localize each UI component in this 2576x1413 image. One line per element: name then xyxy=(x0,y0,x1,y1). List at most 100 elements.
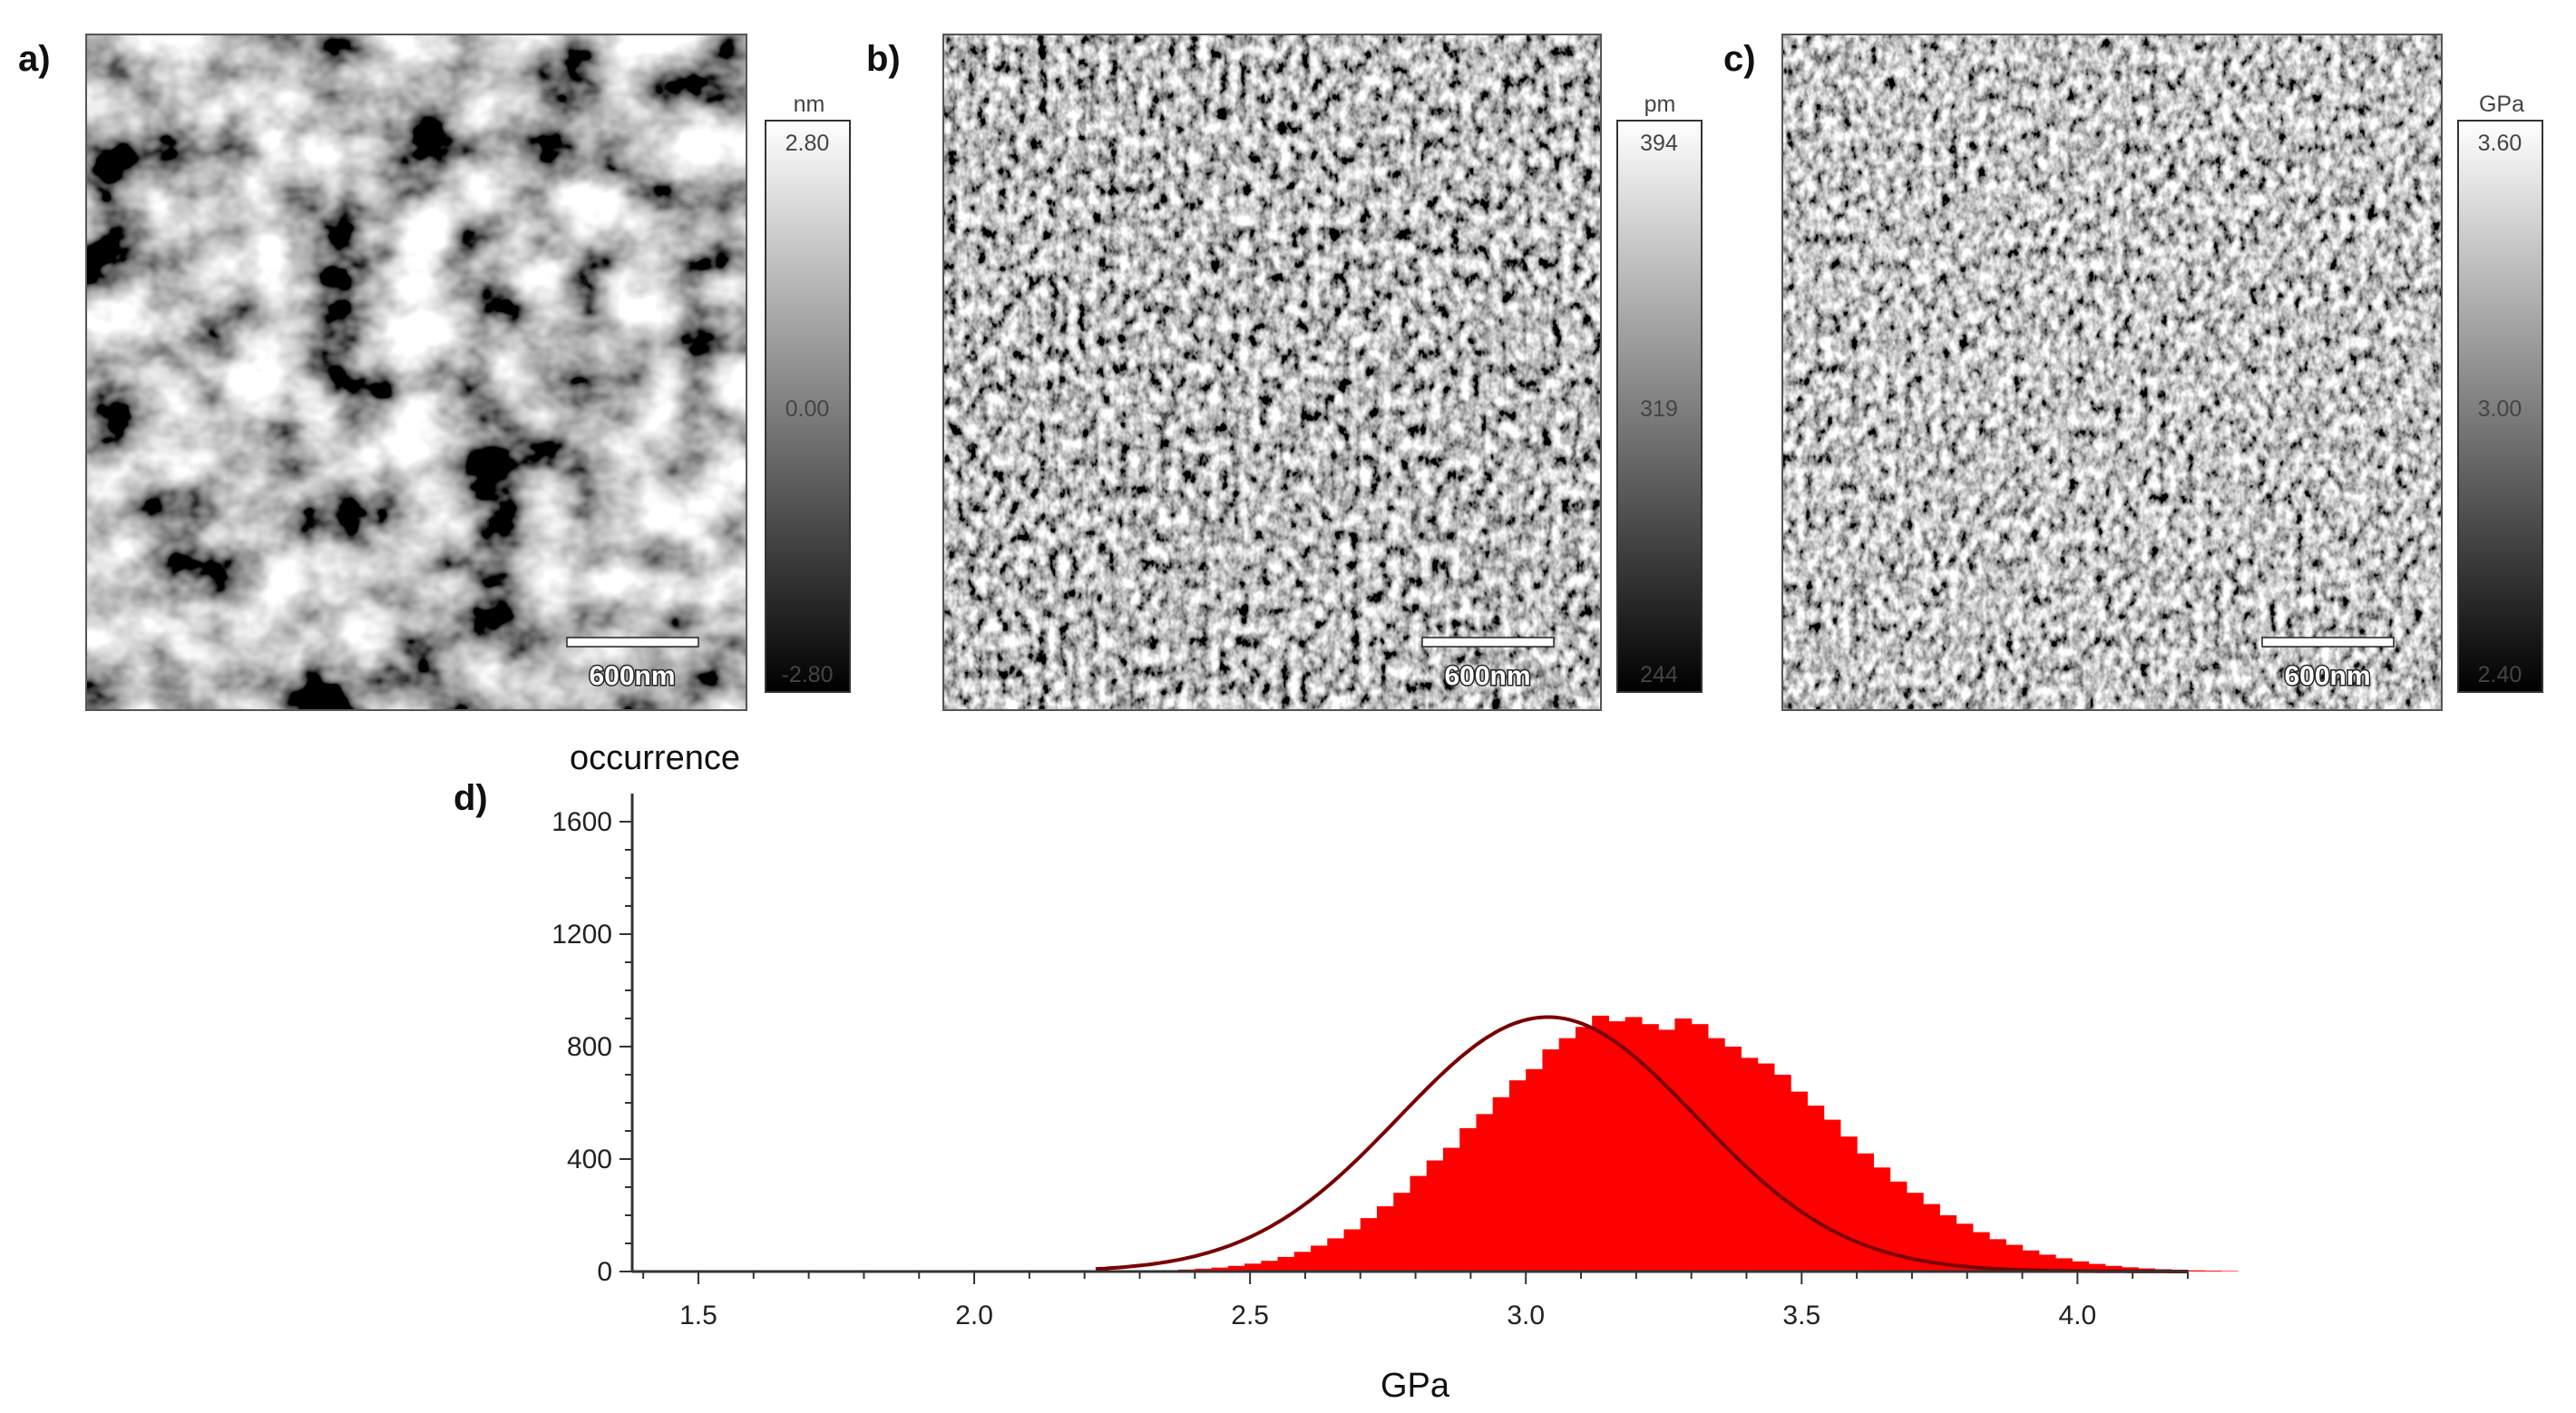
panel-c-colorbar-min: 2.40 xyxy=(2478,662,2522,687)
histogram-bar xyxy=(1410,1175,1428,1272)
panel-c-modulus-image xyxy=(1782,34,2442,710)
panel-b: b) 600nm pm 394 319 244 xyxy=(866,34,1703,711)
histogram-bar xyxy=(1857,1153,1874,1272)
histogram-bar xyxy=(1377,1206,1394,1272)
panel-a-scale-bar xyxy=(566,637,699,648)
histogram-bar xyxy=(1195,1268,1213,1272)
panel-c-scale-bar xyxy=(2261,637,2395,648)
x-tick-label: 2.0 xyxy=(955,1301,993,1330)
y-tick-label: 0 xyxy=(597,1257,612,1287)
histogram-bar xyxy=(1791,1091,1808,1272)
histogram-bar xyxy=(1592,1015,1610,1272)
histogram-bar xyxy=(2005,1244,2024,1272)
histogram-bar xyxy=(1311,1245,1328,1272)
histogram-bar xyxy=(2188,1270,2205,1272)
histogram-bar xyxy=(1956,1223,1974,1272)
histogram-bar xyxy=(1608,1021,1626,1272)
histogram-bar xyxy=(2088,1263,2106,1272)
panel-c-colorbar-max: 3.60 xyxy=(2478,131,2522,156)
x-tick-label: 2.5 xyxy=(1231,1301,1269,1330)
histogram-bar xyxy=(1641,1024,1659,1272)
panel-b-amplitude-image xyxy=(943,34,1601,710)
panel-c-label: c) xyxy=(1723,39,1756,79)
panel-b-colorbar-unit: pm xyxy=(1644,92,1676,117)
histogram-bar xyxy=(1261,1261,1279,1272)
histogram-bar xyxy=(1972,1232,1990,1272)
y-tick-label: 1200 xyxy=(551,920,612,950)
histogram-bar xyxy=(1889,1181,1908,1272)
histogram-bar xyxy=(1459,1127,1478,1272)
panel-b-label: b) xyxy=(866,39,901,79)
x-tick-label: 4.0 xyxy=(2059,1301,2097,1330)
histogram-bar xyxy=(1492,1096,1510,1272)
y-tick-label: 400 xyxy=(567,1145,612,1174)
panel-c-colorbar-unit: GPa xyxy=(2479,92,2524,117)
histogram-bar xyxy=(1327,1238,1345,1272)
histogram-bar xyxy=(2022,1250,2040,1272)
x-tick-label: 3.0 xyxy=(1507,1301,1545,1330)
panel-b-image-border xyxy=(942,34,1602,711)
histogram-bar xyxy=(1575,1027,1593,1272)
x-tick-label: 1.5 xyxy=(679,1301,717,1330)
histogram-bar xyxy=(1939,1215,1957,1272)
histogram-bar xyxy=(1707,1038,1725,1272)
histogram-bar xyxy=(1823,1119,1841,1272)
panel-b-colorbar-max: 394 xyxy=(1640,131,1678,156)
panel-c-image-border xyxy=(1781,34,2443,711)
panel-a-height-image xyxy=(86,34,746,710)
histogram-bar xyxy=(2072,1261,2090,1272)
panel-c-colorbar-mid: 3.00 xyxy=(2478,396,2522,422)
panel-c-colorbar xyxy=(2457,120,2543,693)
histogram-bar xyxy=(1757,1063,1775,1272)
panel-c-scale-bar-label: 600nm xyxy=(2284,661,2370,691)
gaussian-fit-curve xyxy=(1095,1015,2188,1273)
histogram-bar xyxy=(1476,1114,1494,1272)
panel-a-colorbar-max: 2.80 xyxy=(785,131,830,156)
panel-a-colorbar-mid: 0.00 xyxy=(785,396,830,422)
histogram-bar xyxy=(2204,1271,2222,1272)
panel-b-colorbar-min: 244 xyxy=(1640,662,1678,687)
histogram-bar xyxy=(1360,1218,1378,1272)
y-ticks: 0 400 800 1200 1600 xyxy=(551,807,632,1287)
panel-c: c) 600nm GPa 3.60 3.00 2.40 xyxy=(1723,34,2543,711)
panel-b-colorbar-mid: 319 xyxy=(1640,396,1678,422)
panel-d-label: d) xyxy=(454,778,488,818)
x-axis-title: GPa xyxy=(1381,1367,1450,1405)
y-tick-label: 1600 xyxy=(551,807,612,837)
histogram-bar xyxy=(1393,1193,1411,1272)
y-tick-label: 800 xyxy=(567,1032,612,1062)
panel-b-scale-bar-label: 600nm xyxy=(1444,661,1530,691)
histogram-bar xyxy=(1244,1263,1262,1272)
histogram-bar xyxy=(1691,1024,1709,1272)
histogram-bar xyxy=(1442,1147,1460,1272)
histogram-bar xyxy=(1426,1160,1444,1272)
panel-b-colorbar xyxy=(1616,120,1703,693)
histogram-bar xyxy=(1989,1239,2006,1272)
panel-a: a) 600nm nm 2.80 0.00 -2.80 xyxy=(18,34,851,711)
histogram-bar xyxy=(1343,1229,1361,1272)
histogram-bar xyxy=(1923,1203,1940,1272)
histogram-bar xyxy=(2220,1271,2239,1272)
histogram-bar xyxy=(1906,1193,1924,1272)
histogram-bar xyxy=(1807,1106,1825,1272)
histogram-bar xyxy=(1625,1017,1643,1272)
histogram-bar xyxy=(2055,1258,2073,1272)
histogram-bar xyxy=(1724,1047,1742,1272)
panel-a-colorbar-min: -2.80 xyxy=(782,662,834,687)
histogram-bar xyxy=(1211,1267,1229,1272)
panel-a-scale-bar-label: 600nm xyxy=(589,661,675,691)
histogram-bar xyxy=(1526,1068,1544,1272)
panel-d: d) occurrence GPa 0 400 800 1200 1600 1.5 2.0… xyxy=(454,739,2239,1405)
panel-a-colorbar-unit: nm xyxy=(794,92,825,117)
x-tick-label: 3.5 xyxy=(1782,1301,1820,1330)
histogram-bar xyxy=(2122,1267,2139,1272)
histogram-bar xyxy=(1873,1167,1891,1272)
histogram-bar xyxy=(1293,1252,1312,1272)
histogram-bar xyxy=(1508,1080,1527,1272)
histogram-bar xyxy=(2038,1254,2056,1272)
y-axis-title: occurrence xyxy=(570,739,740,777)
histogram-bar xyxy=(1277,1256,1295,1272)
histogram-bar xyxy=(1227,1265,1245,1272)
x-ticks: 1.5 2.0 2.5 3.0 3.5 4.0 xyxy=(642,1272,2189,1330)
